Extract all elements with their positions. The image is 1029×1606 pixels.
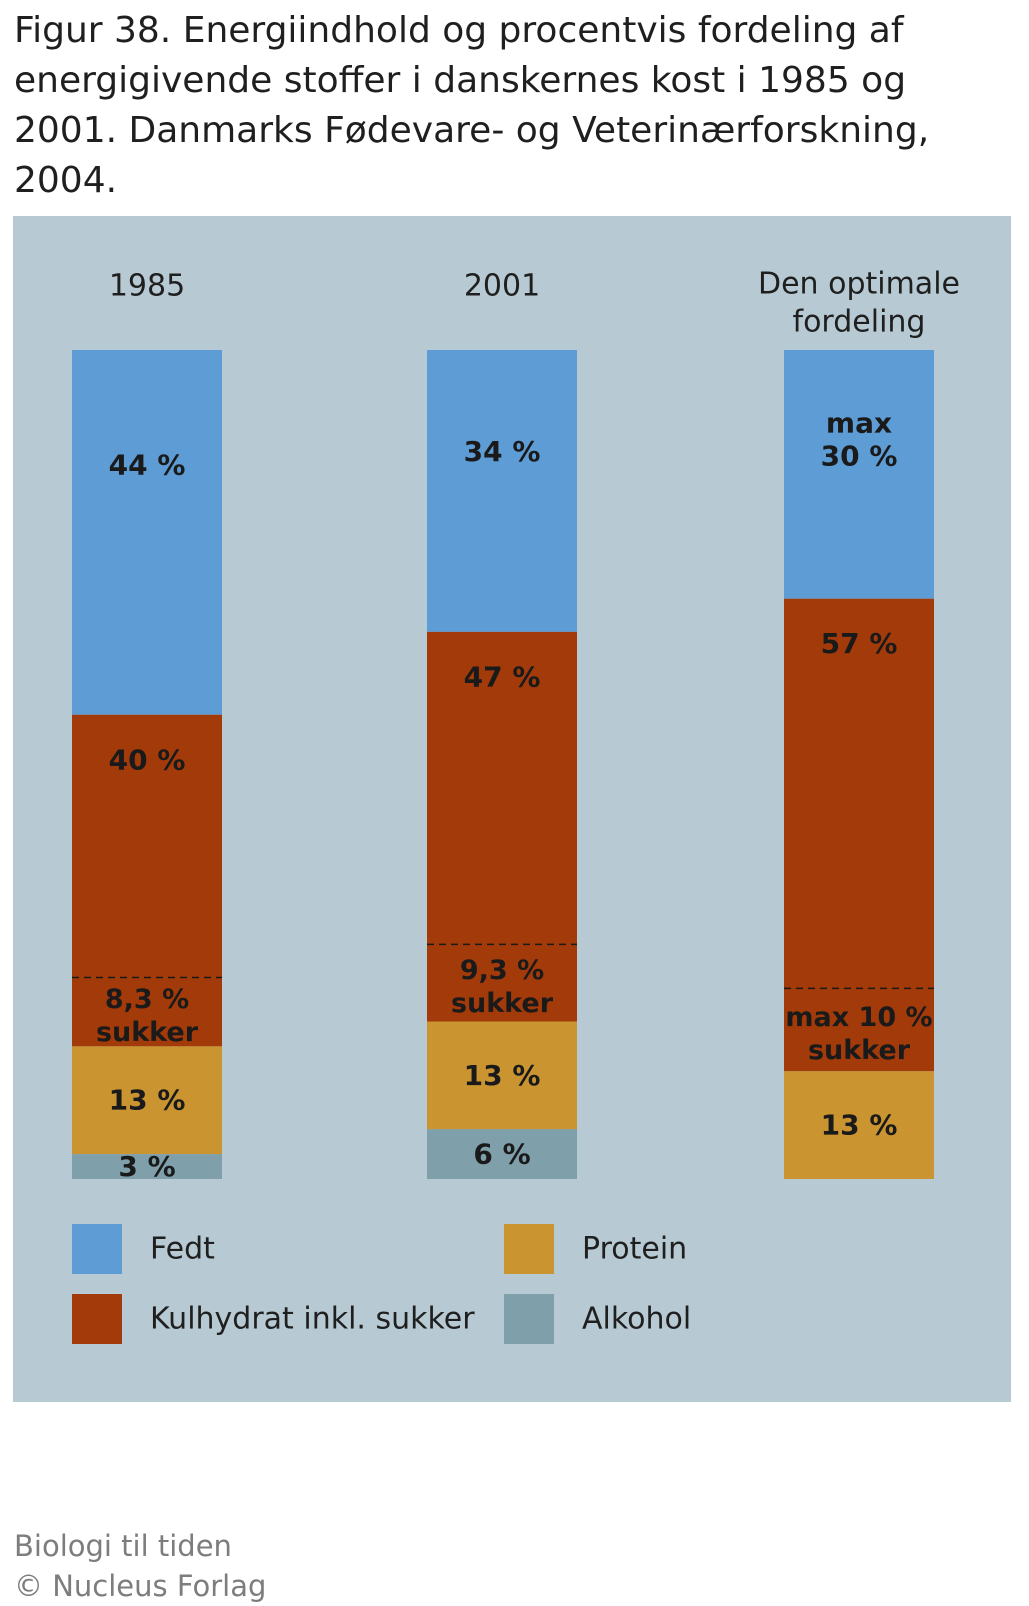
bar-segment-protein-1 <box>427 1021 577 1130</box>
legend-swatch-alkohol <box>504 1294 554 1344</box>
legend-label-kulhydrat-inkl-sukker: Kulhydrat inkl. sukker <box>150 1302 475 1337</box>
footer-copyright: © Nucleus Forlag <box>14 1569 267 1603</box>
value-label-alkohol-1: 6 % <box>473 1138 530 1171</box>
value-label-protein-2: 13 % <box>821 1109 898 1142</box>
legend-label-protein: Protein <box>582 1232 687 1267</box>
value-label-fedt-1: 34 % <box>464 435 541 468</box>
caption-line-2: energigivende stoffer i danskernes kost … <box>14 60 907 101</box>
caption-line-1: Figur 38. Energiindhold og procentvis fo… <box>14 10 904 51</box>
bar-segment-fedt-1 <box>427 350 577 632</box>
legend-swatch-protein <box>504 1224 554 1274</box>
legend-swatch-kulhydrat-inkl-sukker <box>72 1294 122 1344</box>
bar-segment-alkohol-1 <box>427 1129 577 1179</box>
footer: Biologi til tiden © Nucleus Forlag <box>14 1526 266 1606</box>
category-label-2: Den optimale <box>758 267 960 302</box>
category-label-0: 1985 <box>109 269 185 304</box>
bar-segment-protein-2 <box>784 1071 934 1179</box>
sugar-label-0: sukker <box>96 1017 199 1048</box>
bar-segment-protein-0 <box>72 1046 222 1155</box>
value-label-fedt-2: max <box>826 407 892 440</box>
value-label-kulhydrat-inkl-sukker-0: 40 % <box>109 743 186 776</box>
bar-segment-fedt-2 <box>784 350 934 599</box>
value-label-kulhydrat-inkl-sukker-2: 57 % <box>821 627 898 660</box>
value-label-fedt-0: 44 % <box>109 449 186 482</box>
category-label-1: 2001 <box>464 269 540 304</box>
legend-label-alkohol: Alkohol <box>582 1302 691 1337</box>
category-label-2: fordeling <box>793 305 926 340</box>
bar-segment-kulhydrat-inkl-sukker-0 <box>72 714 222 1047</box>
legend-swatch-fedt <box>72 1224 122 1274</box>
bar-segment-alkohol-0 <box>72 1154 222 1179</box>
sugar-label-1: sukker <box>451 988 554 1019</box>
value-label-fedt-2: 30 % <box>821 440 898 473</box>
bar-segment-kulhydrat-inkl-sukker-1 <box>427 631 577 1022</box>
legend-label-fedt: Fedt <box>150 1232 215 1267</box>
value-label-kulhydrat-inkl-sukker-1: 47 % <box>464 660 541 693</box>
value-label-protein-0: 13 % <box>109 1084 186 1117</box>
figure-caption: Figur 38. Energiindhold og procentvis fo… <box>14 6 1014 206</box>
bar-segment-kulhydrat-inkl-sukker-2 <box>784 598 934 1072</box>
sugar-label-2: max 10 % <box>785 1002 932 1033</box>
bar-segment-fedt-0 <box>72 350 222 715</box>
caption-line-3: 2001. Danmarks Fødevare- og Veterinærfor… <box>14 110 930 201</box>
sugar-label-1: 9,3 % <box>460 955 544 986</box>
footer-book-title: Biologi til tiden <box>14 1529 232 1563</box>
value-label-protein-1: 13 % <box>464 1059 541 1092</box>
sugar-label-0: 8,3 % <box>105 984 189 1015</box>
value-label-alkohol-0: 3 % <box>118 1150 175 1183</box>
sugar-label-2: sukker <box>808 1035 911 1066</box>
